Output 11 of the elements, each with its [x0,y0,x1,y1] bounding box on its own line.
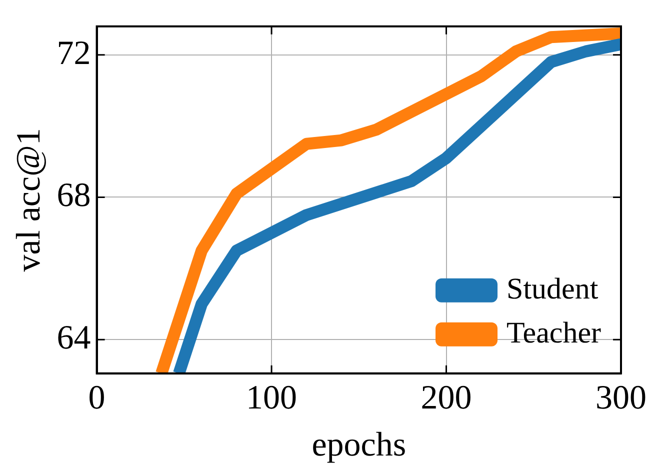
x-tick-label: 0 [88,380,106,417]
y-axis-title: val acc@1 [10,128,48,272]
y-tick-label: 72 [56,34,91,72]
y-tick-label: 64 [56,320,91,357]
legend-label: Student [506,272,599,306]
x-tick-label: 200 [420,380,472,417]
x-tick-label: 100 [246,380,298,417]
legend-label: Teacher [506,316,602,350]
x-tick-label: 300 [596,380,646,417]
x-axis-title: epochs [312,426,406,464]
y-tick-label: 68 [56,177,91,214]
